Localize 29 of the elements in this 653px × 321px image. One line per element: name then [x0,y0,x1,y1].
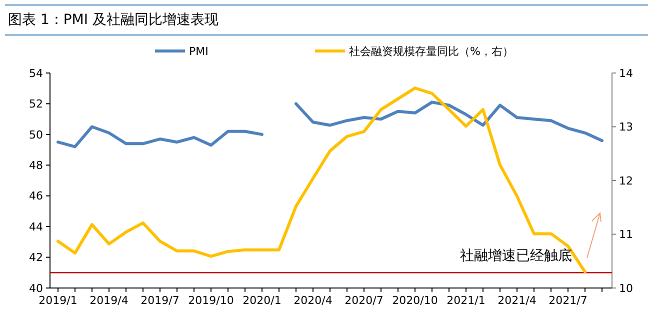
y2-tick-label: 10 [619,282,633,295]
x-tick-label: 2019/4 [90,294,128,307]
x-tick-label: 2020/10 [392,294,438,307]
y2-tick-label: 12 [619,174,633,188]
y-tick-label: 42 [29,251,43,264]
y-tick-label: 52 [29,98,43,111]
x-tick-label: 2020/1 [242,294,282,307]
y-tick-label: 54 [29,66,43,80]
y2-tick-label: 11 [619,228,633,242]
x-tick-label: 2021/4 [498,294,536,307]
x-tick-label: 2021/7 [548,294,588,307]
x-tick-label: 2021/1 [446,294,486,307]
x-tick-label: 2020/4 [294,294,332,307]
y-tick-label: 48 [29,158,43,172]
y2-tick-label: 13 [619,120,633,134]
chart-title: 图表 1：PMI 及社融同比增速表现 [8,12,218,28]
y2-tick-label: 14 [619,66,633,80]
line-series [56,86,586,274]
legend-label: 社会融资规模存量同比（%，右） [349,45,514,58]
legend-label: PMI [189,45,208,58]
y-tick-label: 50 [29,128,43,142]
y-tick-label: 40 [29,282,43,295]
x-tick-label: 2020/7 [344,294,384,307]
y-tick-label: 44 [29,220,43,234]
x-tick-label: 2019/1 [38,294,78,307]
y-tick-label: 46 [29,190,43,203]
x-tick-label: 2019/7 [140,294,180,307]
annotation: 社融增速已经触底 [460,248,572,264]
x-tick-label: 2019/10 [188,294,234,307]
